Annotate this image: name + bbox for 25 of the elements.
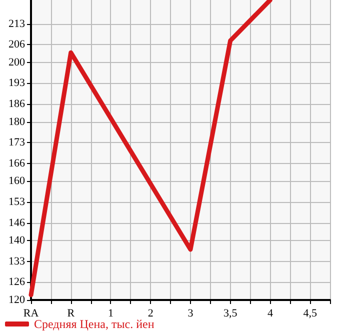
y-tick-label: 133 <box>8 255 26 268</box>
y-tick-label: 166 <box>8 157 26 170</box>
y-tick-label: 213 <box>8 18 26 30</box>
x-tick-label: 1 <box>108 308 114 320</box>
x-tick-label: 3 <box>188 308 194 320</box>
x-tick-label: R <box>67 308 76 320</box>
x-tick-label: RA <box>23 308 39 320</box>
x-tick-label: 3,5 <box>223 308 238 320</box>
y-tick-label: 200 <box>8 56 26 68</box>
y-tick-label: 120 <box>8 294 26 306</box>
line-series <box>28 0 272 298</box>
y-tick-label: 146 <box>8 216 26 229</box>
y-tick-label: 173 <box>8 136 26 149</box>
y-tick-label: 153 <box>8 196 26 208</box>
x-tick-label: 2 <box>148 308 154 320</box>
y-tick-label: 140 <box>8 234 26 247</box>
y-tick-label: 160 <box>8 175 26 188</box>
y-tick-label: 126 <box>8 276 26 288</box>
y-tick-label: 206 <box>8 38 26 51</box>
y-tick-label: 193 <box>8 77 26 90</box>
x-tick-label: 4 <box>267 308 274 320</box>
y-tick-label: 186 <box>8 98 26 110</box>
x-tick-label: 4,5 <box>303 308 318 320</box>
legend-label: Средняя Цена, тыс. йен <box>34 317 155 331</box>
y-tick-label: 180 <box>8 116 26 128</box>
